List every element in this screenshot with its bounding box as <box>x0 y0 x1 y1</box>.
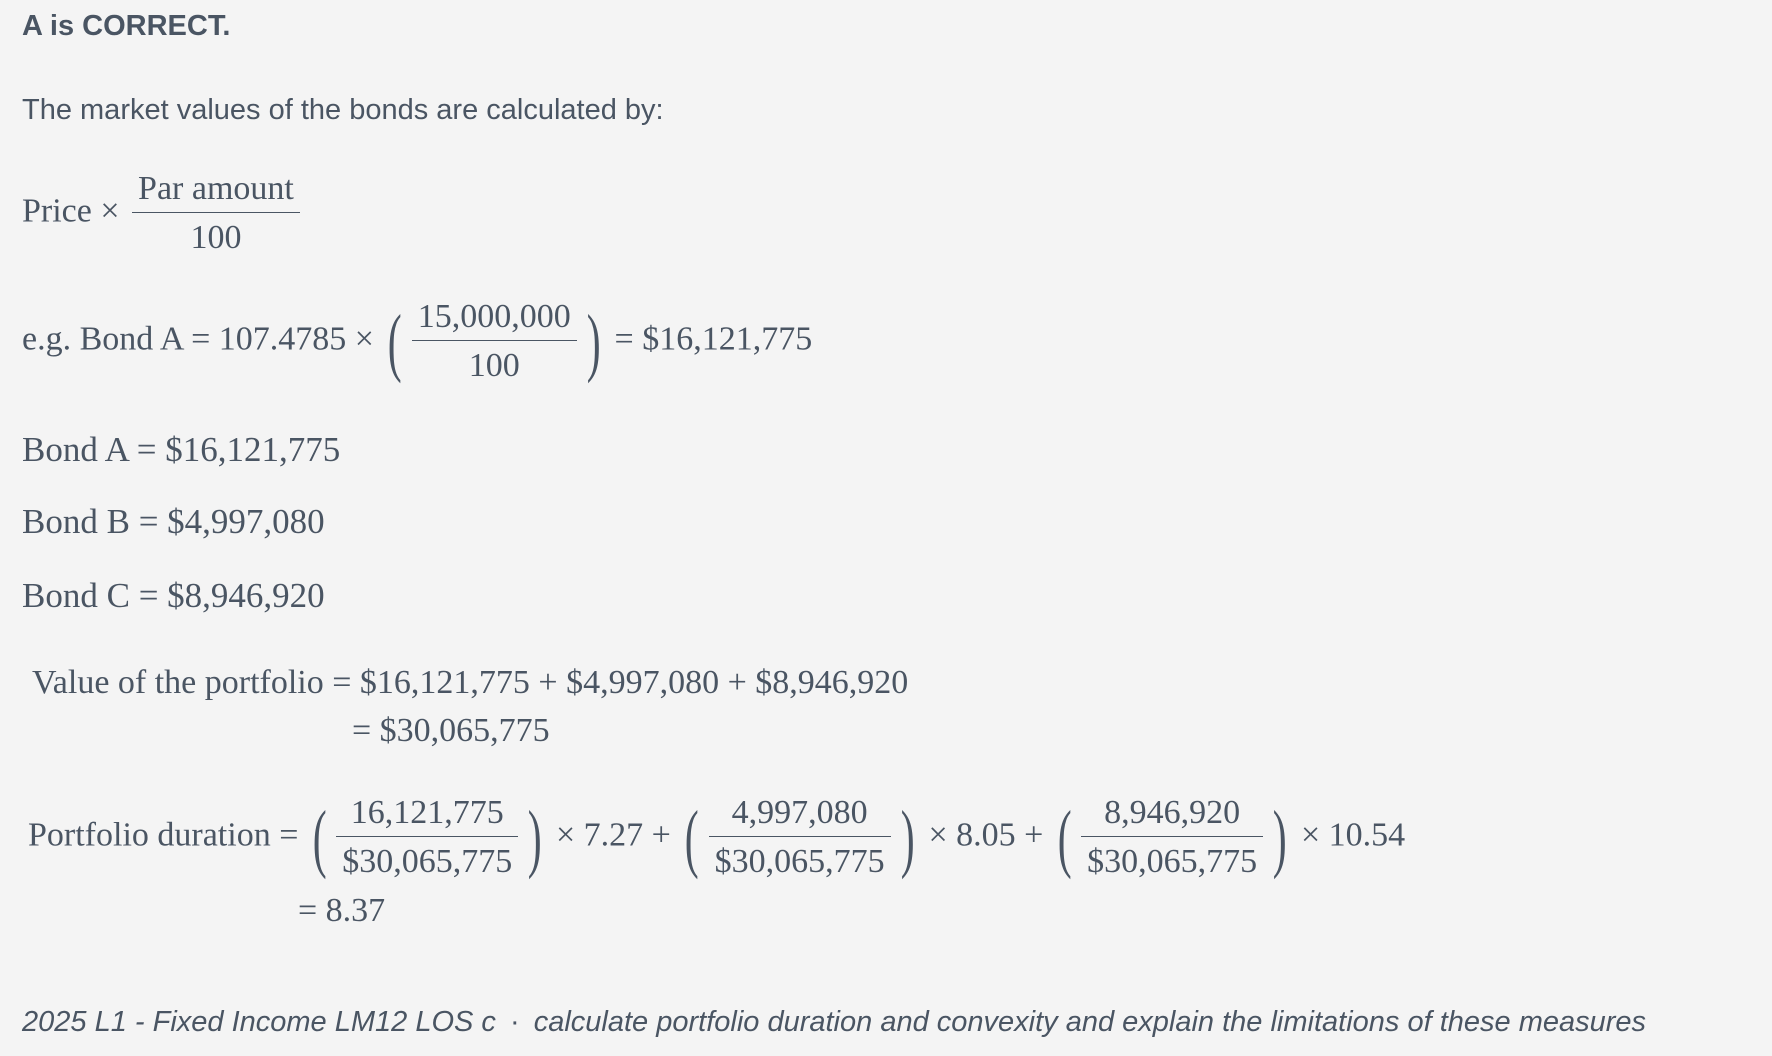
price-formula-fraction: Par amount 100 <box>132 172 300 255</box>
open-paren: ( <box>685 795 699 880</box>
fraction-denominator: 100 <box>468 347 520 384</box>
duration-multiplier-c: × 10.54 <box>1300 816 1406 854</box>
intro-text: The market values of the bonds are calcu… <box>22 94 664 126</box>
duration-multiplier-b: × 8.05 + <box>928 816 1044 854</box>
price-formula-lhs: Price × <box>22 192 120 230</box>
fraction-denominator: $30,065,775 <box>1087 843 1258 880</box>
bond-c-value: Bond C = $8,946,920 <box>22 576 325 615</box>
fraction-numerator: Par amount <box>132 172 300 213</box>
fraction-numerator: 8,946,920 <box>1081 796 1264 837</box>
close-paren: ) <box>586 299 601 384</box>
fraction-denominator: $30,065,775 <box>714 843 885 880</box>
example-result: = $16,121,775 <box>614 320 813 358</box>
los-footer: 2025 L1 - Fixed Income LM12 LOS c · calc… <box>22 1006 1646 1039</box>
fraction-numerator: 4,997,080 <box>708 796 891 837</box>
duration-multiplier-a: × 7.27 + <box>556 816 671 854</box>
portfolio-value-line-1: Value of the portfolio = $16,121,775 + $… <box>32 664 909 701</box>
duration-fraction-bond-c: 8,946,920 $30,065,775 <box>1081 796 1264 880</box>
open-paren: ( <box>312 795 327 880</box>
close-paren: ) <box>1272 795 1287 880</box>
duration-fraction-bond-a: 16,121,775 $30,065,775 <box>336 796 519 880</box>
footer-separator: · <box>509 1006 520 1038</box>
portfolio-duration-result: = 8.37 <box>298 892 386 929</box>
close-paren: ) <box>900 795 915 880</box>
open-paren: ( <box>1057 795 1072 880</box>
los-tag: 2025 L1 - Fixed Income LM12 LOS c <box>22 1006 496 1038</box>
close-paren: ) <box>527 795 542 880</box>
fraction-numerator: 15,000,000 <box>411 300 577 341</box>
example-fraction: 15,000,000 100 <box>411 300 577 384</box>
answer-verdict: A is CORRECT. <box>22 10 231 42</box>
bond-a-example-formula: e.g. Bond A = 107.4785 × ( 15,000,000 10… <box>22 300 812 383</box>
price-formula: Price × Par amount 100 <box>22 172 304 255</box>
portfolio-duration-formula: Portfolio duration = ( 16,121,775 $30,06… <box>28 796 1405 879</box>
portfolio-value-line-2: = $30,065,775 <box>352 712 550 749</box>
bond-b-value: Bond B = $4,997,080 <box>22 502 325 541</box>
los-description: calculate portfolio duration and convexi… <box>533 1006 1647 1038</box>
duration-label: Portfolio duration = <box>28 816 299 854</box>
duration-fraction-bond-b: 4,997,080 $30,065,775 <box>708 796 891 880</box>
bond-a-value: Bond A = $16,121,775 <box>22 430 341 469</box>
example-lhs: e.g. Bond A = 107.4785 × <box>22 320 374 358</box>
fraction-denominator: 100 <box>190 219 242 256</box>
fraction-numerator: 16,121,775 <box>336 796 519 837</box>
fraction-denominator: $30,065,775 <box>342 843 513 880</box>
open-paren: ( <box>388 299 403 384</box>
